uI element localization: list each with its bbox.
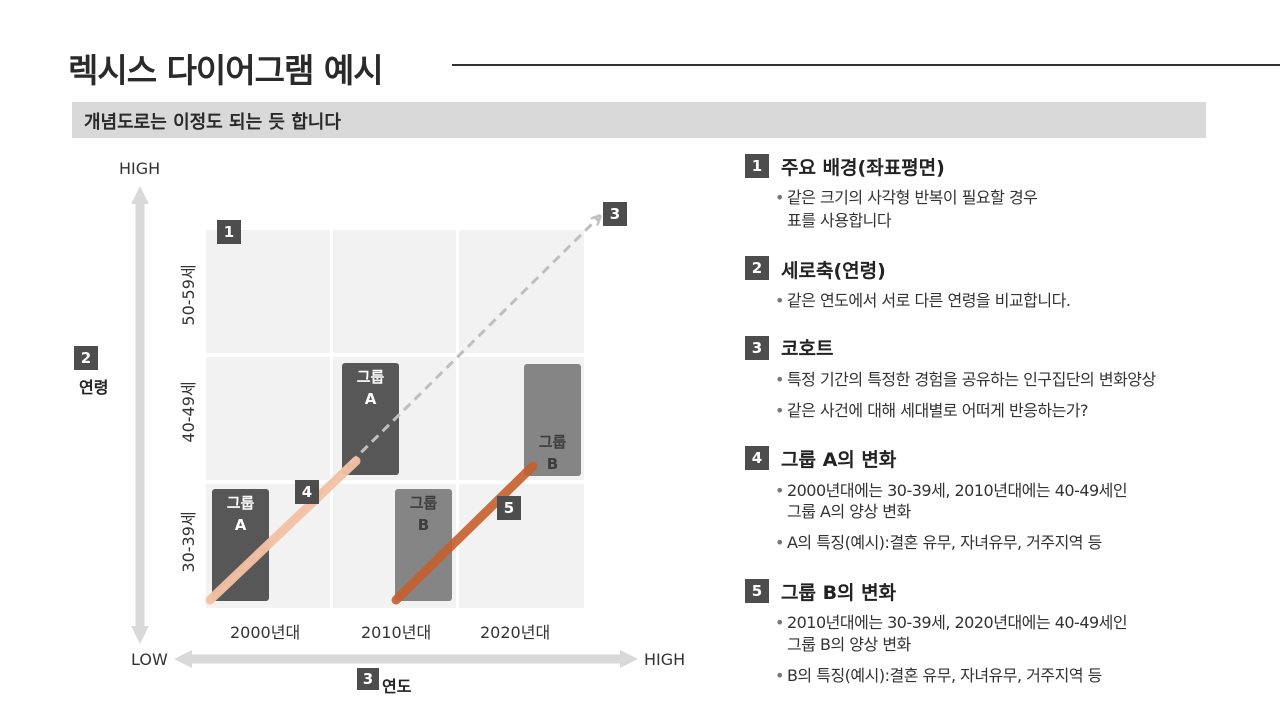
section-5-title: 그룹 B의 변화	[781, 582, 897, 604]
group-b-box-2010s	[395, 489, 452, 601]
y-axis-high-label: HIGH	[119, 159, 161, 178]
section-1-bullet: • 같은 크기의 사각형 반복이 필요할 경우	[775, 188, 1038, 207]
col-label-2020s: 2020년대	[480, 623, 551, 642]
section-4-bullet-continuation: 그룹 A의 양상 변화	[787, 502, 911, 521]
section-2-title: 세로축(연령)	[781, 260, 886, 282]
x-axis-badge: 3	[357, 668, 379, 690]
group-b-label-2010s: 그룹 B	[409, 494, 438, 534]
marker-3: 3	[603, 202, 627, 226]
page-subtitle: 개념도로는 이정도 되는 듯 합니다	[84, 112, 341, 133]
group-b-label-2020s: 그룹 B	[538, 433, 567, 473]
x-axis-low-label: LOW	[131, 650, 168, 669]
group-a-box-2010s	[342, 363, 399, 475]
section-5-badge: 5	[745, 579, 769, 603]
section-3-title: 코호트	[781, 338, 834, 360]
section-5-bullet-continuation: 그룹 B의 양상 변화	[787, 635, 911, 654]
section-2-bullet: • 같은 연도에서 서로 다른 연령을 비교합니다.	[775, 291, 1071, 310]
y-axis-arrowhead-bottom	[131, 626, 149, 644]
section-1-bullet-continuation: 표를 사용합니다	[787, 211, 892, 230]
group-a-label-2010s: 그룹 A	[356, 368, 385, 408]
group-b-trajectory	[391, 461, 538, 605]
section-5-bullet-2: • B의 특징(예시):결혼 유무, 자녀유무, 거주지역 등	[775, 666, 1102, 685]
section-4-bullet-2: • A의 특징(예시):결혼 유무, 자녀유무, 거주지역 등	[775, 533, 1102, 552]
subtitle-bar	[72, 102, 1206, 138]
page-title: 렉시스 다이어그램 예시	[68, 51, 384, 90]
y-axis-title: 연령	[79, 378, 109, 397]
section-2-badge: 2	[745, 256, 769, 280]
section-5-bullet-1: • 2010년대에는 30-39세, 2020년대에는 40-49세인	[775, 613, 1128, 632]
grid-cell	[459, 484, 584, 608]
section-1-badge: 1	[745, 154, 769, 178]
x-axis-arrowhead-right	[620, 650, 638, 668]
section-3-bullet-2: • 같은 사건에 대해 세대별로 어떠게 반응하는가?	[775, 401, 1089, 420]
group-a-trajectory	[205, 456, 361, 605]
section-4-title: 그룹 A의 변화	[781, 449, 897, 471]
x-axis-high-label: HIGH	[644, 650, 686, 669]
group-a-label-2000s: 그룹 A	[226, 494, 255, 534]
section-4-bullet-1: • 2000년대에는 30-39세, 2010년대에는 40-49세인	[775, 481, 1128, 500]
y-axis-badge: 2	[74, 346, 98, 370]
section-3-bullet-1: • 특정 기간의 특정한 경험을 공유하는 인구집단의 변화양상	[775, 370, 1156, 389]
group-b-box-2020s	[524, 364, 581, 476]
col-label-2000s: 2000년대	[230, 623, 301, 642]
grid-cell	[206, 357, 330, 480]
marker-4: 4	[295, 480, 319, 504]
section-1-title: 주요 배경(좌표평면)	[781, 157, 945, 179]
grid-cell	[333, 230, 456, 353]
marker-1: 1	[217, 220, 241, 244]
title-divider	[452, 64, 1280, 66]
section-3-badge: 3	[745, 336, 769, 360]
col-label-2010s: 2010년대	[361, 623, 432, 642]
grid-cell	[206, 230, 330, 353]
group-a-box-2000s	[212, 489, 269, 601]
x-axis-title: 연도	[382, 677, 412, 696]
section-4-badge: 4	[745, 446, 769, 470]
marker-5: 5	[497, 496, 521, 520]
x-axis-arrowhead-left	[174, 650, 192, 668]
y-axis-arrowhead-top	[131, 186, 149, 204]
